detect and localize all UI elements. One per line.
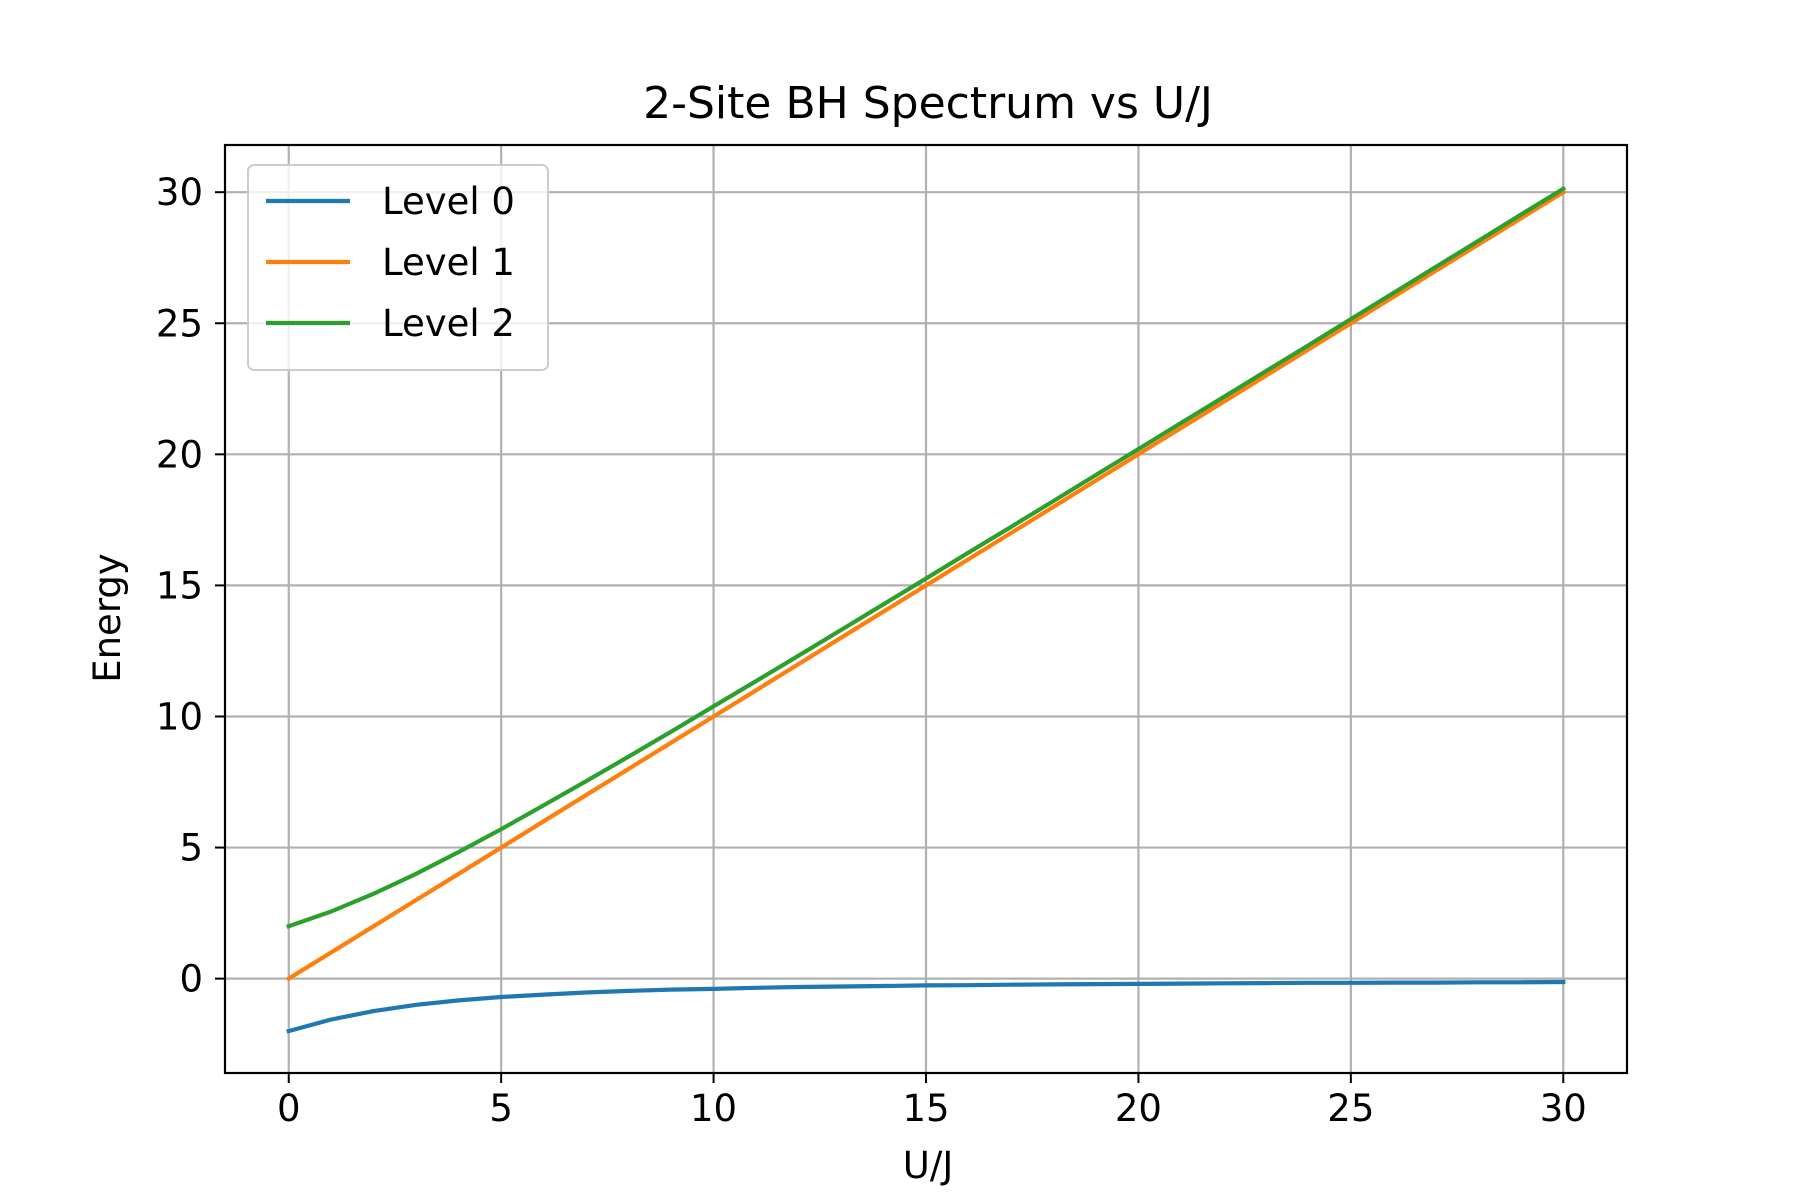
y-tick-label: 10 <box>156 695 203 738</box>
legend-label: Level 2 <box>382 302 515 345</box>
y-tick-label: 25 <box>156 302 203 345</box>
x-tick-label: 15 <box>902 1087 949 1130</box>
x-tick-label: 30 <box>1540 1087 1587 1130</box>
x-tick-label: 20 <box>1115 1087 1162 1130</box>
y-tick-label: 30 <box>156 171 203 214</box>
legend-label: Level 0 <box>382 180 515 223</box>
x-tick-label: 10 <box>690 1087 737 1130</box>
series-group <box>285 185 1567 1034</box>
legend-box <box>247 164 549 371</box>
y-tick-label: 20 <box>156 433 203 476</box>
legend-label: Level 1 <box>382 241 515 284</box>
y-tick-label: 0 <box>179 958 203 1001</box>
x-axis-ticks: 0 5 10 15 20 25 30 <box>277 1073 1587 1130</box>
series-line-level-1 <box>285 189 1567 982</box>
chart-title: 2-Site BH Spectrum vs U/J <box>643 78 1213 129</box>
x-tick-label: 5 <box>489 1087 513 1130</box>
y-tick-label: 5 <box>179 827 203 870</box>
x-axis-label: U/J <box>903 1144 953 1187</box>
x-tick-label: 25 <box>1327 1087 1374 1130</box>
series-line-level-2 <box>286 185 1567 929</box>
y-axis-ticks: 0 5 10 15 20 25 30 <box>156 171 225 1001</box>
legend: Level 0 Level 1 Level 2 <box>247 164 549 371</box>
y-tick-label: 15 <box>156 564 203 607</box>
x-tick-label: 0 <box>277 1087 301 1130</box>
series-line-level-0 <box>286 979 1566 1034</box>
y-axis-label: Energy <box>86 553 129 683</box>
